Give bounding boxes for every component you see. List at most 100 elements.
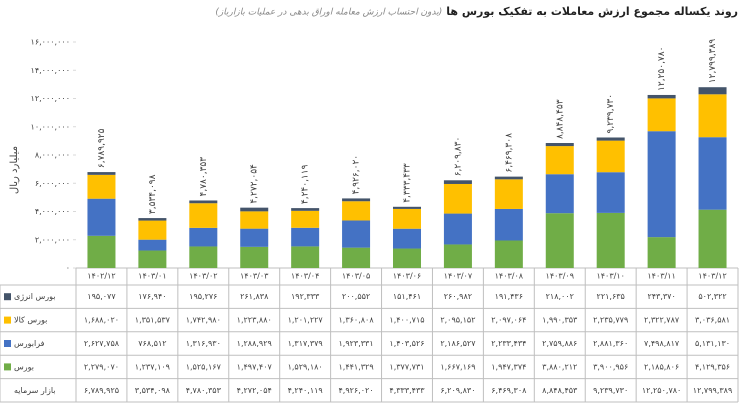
bar-segment (138, 218, 167, 221)
total-label: ۴,۲۴۰,۱۱۹ (301, 164, 311, 204)
bar-segment (545, 146, 574, 175)
bar-segment (342, 201, 371, 221)
total-label: ۴,۷۸۰,۳۵۳ (199, 157, 209, 197)
bar-segment (189, 203, 218, 228)
x-tick-label: ۱۴۰۳/۰۷ (444, 272, 473, 281)
x-tick-label: ۱۴۰۳/۰۴ (291, 272, 319, 281)
y-tick-label: ۶,۰۰۰,۰۰۰ (35, 179, 70, 188)
table-cell: ۱۹۵,۲۷۶ (189, 292, 217, 301)
table-cell: ۱۹۵,۰۷۷ (87, 292, 116, 301)
table-cell: ۱,۹۲۳,۳۳۱ (338, 339, 373, 348)
table-cell: ۱,۶۸۸,۰۲۰ (84, 316, 119, 325)
table-cell: ۲۶۱,۸۳۸ (240, 292, 269, 301)
table-cell: ۱,۹۴۷,۳۷۴ (491, 362, 526, 371)
table-cell: ۲۰۰,۵۵۲ (342, 292, 370, 301)
total-label: ۶,۴۶۹,۳۰۸ (504, 133, 514, 173)
bar-segment (138, 239, 167, 251)
table-cell: ۱,۲۸۸,۹۲۹ (237, 339, 272, 348)
table-cell: ۱,۹۹۰,۳۵۳ (542, 316, 578, 325)
bar-segment (647, 94, 676, 99)
table-cell: ۳,۸۸۰,۲۱۲ (542, 362, 577, 371)
table-cell: ۱,۳۱۷,۳۷۹ (288, 339, 323, 348)
bar-segment (647, 131, 676, 238)
bar-segment (87, 235, 116, 268)
bar-segment (443, 180, 472, 184)
table-cell: ۱,۲۳۷,۱۰۹ (135, 362, 170, 371)
table-cell: ۲۶۰,۹۸۲ (444, 292, 472, 301)
bar-segment (87, 172, 116, 175)
table-cell: ۷۶۸,۵۱۲ (138, 339, 166, 348)
table-cell: ۳,۹۰۰,۹۵۶ (593, 362, 628, 371)
bar-segment (494, 179, 523, 209)
bar-segment (392, 228, 422, 249)
table-cell: ۶,۷۸۹,۹۲۵ (84, 386, 119, 395)
table-cell: ۲,۲۷۹,۰۷۰ (84, 362, 119, 371)
y-tick-label: ۱۴,۰۰۰,۰۰۰ (31, 66, 70, 75)
table-cell: ۱۷۶,۹۴۰ (138, 292, 166, 301)
table-cell: ۱,۶۶۷,۱۶۹ (440, 362, 475, 371)
total-label: ۴,۹۲۶,۰۲۰ (352, 155, 362, 195)
x-tick-label: ۱۴۰۳/۰۶ (393, 272, 421, 281)
bar-segment (647, 237, 676, 268)
table-cell: ۶,۲۰۹,۸۳۰ (440, 386, 475, 395)
legend-swatch (4, 293, 11, 301)
x-tick-label: ۱۴۰۳/۰۸ (495, 272, 524, 281)
table-cell: ۲,۰۹۷,۰۶۴ (491, 316, 526, 325)
table-cell: ۱,۳۱۶,۹۳۰ (186, 339, 221, 348)
table-cell: ۵,۱۳۱,۱۳۰ (695, 339, 730, 348)
table-cell: ۱,۷۴۲,۹۸۰ (186, 316, 221, 325)
table-cell: ۴,۲۷۲,۰۵۴ (237, 386, 272, 395)
bar-segment (138, 250, 167, 268)
bar-segment (545, 174, 574, 214)
legend-swatch (4, 363, 11, 371)
table-cell: ۱۹۲,۳۳۳ (291, 292, 320, 301)
legend-label: بورس (14, 362, 34, 371)
table-cell: ۴,۲۴۰,۱۱۹ (288, 386, 323, 395)
bar-segment (443, 183, 472, 214)
table-cell: ۱,۲۲۳,۸۸۰ (237, 316, 272, 325)
bar-segment (342, 198, 371, 202)
bar-segment (698, 87, 727, 95)
table-cell: ۲,۲۳۳,۴۳۴ (491, 339, 526, 348)
table-cell: ۱,۲۰۱,۲۲۷ (288, 316, 324, 325)
bar-segment (291, 246, 320, 268)
table-cell: ۲,۸۸۱,۳۶۰ (593, 339, 628, 348)
bar-segment (545, 143, 574, 147)
table-cell: ۱,۳۶۰,۸۰۸ (338, 316, 374, 325)
legend-swatch (4, 316, 11, 324)
y-axis-label: میلیارد ریال (9, 146, 20, 194)
bar-segment (291, 210, 320, 228)
table-cell: ۳,۰۳۶,۵۸۱ (695, 316, 730, 325)
bar-segment (189, 200, 218, 204)
y-tick-label: ۱۶,۰۰۰,۰۰۰ (31, 38, 70, 47)
table-cell: ۱۲,۷۹۹,۳۸۹ (693, 386, 732, 395)
table-cell: ۵۰۲,۳۲۲ (698, 292, 726, 301)
table-cell: ۴,۳۳۳,۴۳۳ (389, 386, 425, 395)
bar-segment (596, 137, 625, 141)
table-cell: ۲۴۳,۳۷۰ (647, 292, 675, 301)
table-cell: ۲,۱۸۶,۵۲۷ (440, 339, 476, 348)
table-cell: ۱,۳۵۱,۵۳۷ (135, 316, 171, 325)
bar-segment (240, 246, 269, 268)
table-cell: ۸,۸۴۸,۴۵۳ (542, 386, 578, 395)
table-cell: ۲۲۱,۶۳۵ (597, 292, 625, 301)
table-cell: ۱,۴۹۷,۴۰۷ (237, 362, 273, 371)
bar-segment (698, 94, 727, 138)
legend-swatch (4, 340, 11, 347)
y-tick-label: ۱۲,۰۰۰,۰۰۰ (31, 94, 70, 103)
table-cell: ۹,۲۳۹,۷۳۰ (593, 386, 628, 395)
bar-segment (494, 208, 523, 241)
table-cell: ۴,۷۸۰,۳۵۳ (186, 386, 222, 395)
bar-segment (596, 172, 625, 213)
bar-segment (596, 212, 625, 268)
total-label: ۴,۳۳۳,۴۳۳ (403, 163, 413, 203)
y-tick-label: ۴,۰۰۰,۰۰۰ (35, 207, 70, 216)
y-tick-label: ۲,۰۰۰,۰۰۰ (35, 235, 70, 244)
total-label: ۳,۵۳۴,۰۹۸ (148, 174, 158, 214)
x-tick-label: ۱۴۰۳/۰۵ (342, 272, 370, 281)
x-tick-label: ۱۴۰۳/۱۱ (647, 272, 675, 281)
bar-segment (596, 140, 625, 173)
x-tick-label: ۱۴۰۳/۰۱ (138, 272, 166, 281)
chart-subtitle: (بدون احتساب ارزش معامله اوراق بدهی در ع… (215, 8, 442, 18)
y-tick-label: ۰ (66, 264, 70, 273)
